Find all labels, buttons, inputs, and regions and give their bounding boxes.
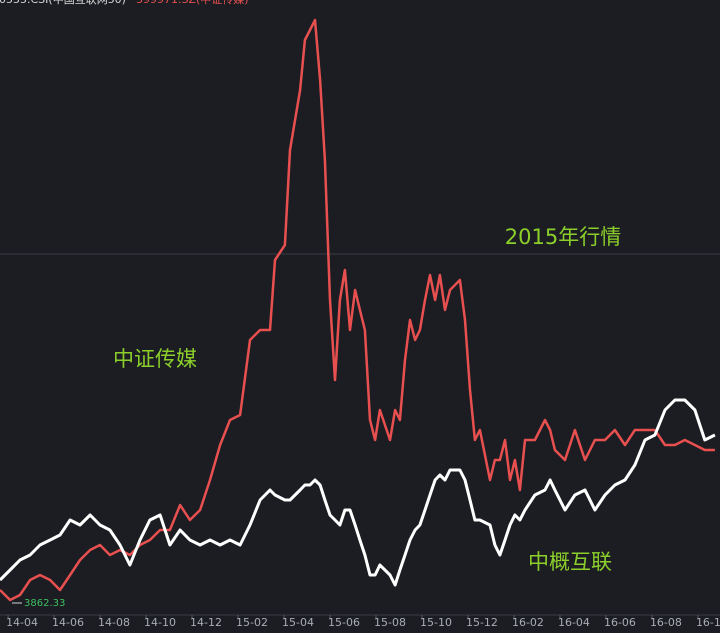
header-label: 30555.CSI(中国互联网50) — [0, 0, 126, 6]
x-tick-label: 16-08 — [650, 616, 682, 629]
x-tick-label: 14-04 — [6, 616, 38, 629]
x-tick-label: 15-08 — [374, 616, 406, 629]
x-tick-label: 15-06 — [328, 616, 360, 629]
x-tick-label: 16-02 — [512, 616, 544, 629]
x-tick-label: 15-04 — [282, 616, 314, 629]
x-tick-label: 16-06 — [604, 616, 636, 629]
x-tick-label: 14-12 — [190, 616, 222, 629]
plot — [0, 18, 716, 602]
header: 30555.CSI(中国互联网50) 399971.SZ(中证传媒) — [0, 0, 249, 6]
x-tick-label: 14-06 — [52, 616, 84, 629]
x-tick-label: 15-02 — [236, 616, 268, 629]
x-tick-label: 15-12 — [466, 616, 498, 629]
series-label: 中概互联 — [528, 550, 612, 574]
x-tick-label: 16-04 — [558, 616, 590, 629]
header-label: 399971.SZ(中证传媒) — [136, 0, 249, 6]
x-tick-label: 16-10 — [696, 616, 720, 629]
x-tick-label: 15-10 — [420, 616, 452, 629]
min-label: 3862.33 — [24, 598, 65, 609]
x-tick-label: 14-10 — [144, 616, 176, 629]
series-line — [0, 398, 716, 587]
series-label: 中证传媒 — [113, 347, 197, 371]
x-tick-label: 14-08 — [98, 616, 130, 629]
annotation: 2015年行情 — [505, 225, 621, 249]
x-axis-ticks: 14-04 14-06 14-08 14-10 14-12 15-02 15-04 15-06… — [6, 615, 720, 629]
series-line — [0, 18, 715, 602]
